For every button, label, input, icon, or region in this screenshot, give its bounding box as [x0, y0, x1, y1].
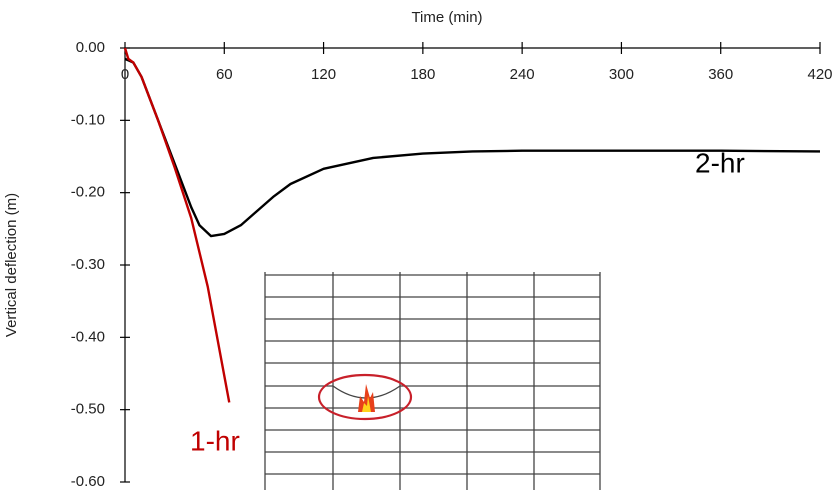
y-tick-label: -0.10	[71, 111, 105, 128]
series-label: 1-hr	[190, 425, 240, 456]
y-tick-label: 0.00	[76, 39, 105, 56]
x-tick-label: 360	[708, 66, 733, 83]
x-tick-label: 60	[216, 66, 233, 83]
x-tick-label: 120	[311, 66, 336, 83]
x-tick-label: 420	[807, 66, 832, 83]
y-axis-title: Vertical deflection (m)	[3, 193, 20, 337]
line-series	[123, 47, 231, 403]
y-tick-label: -0.30	[71, 256, 105, 273]
x-axis-title: Time (min)	[411, 9, 482, 26]
x-tick-label: 300	[609, 66, 634, 83]
x-tick-label: 180	[410, 66, 435, 83]
y-tick-label: -0.60	[71, 473, 105, 490]
x-tick-label: 240	[510, 66, 535, 83]
y-tick-label: -0.20	[71, 184, 105, 201]
frame-inset	[264, 272, 601, 490]
y-tick-label: -0.40	[71, 328, 105, 345]
y-tick-label: -0.50	[71, 401, 105, 418]
series-label: 2-hr	[695, 147, 745, 178]
x-tick-label: 0	[121, 66, 129, 83]
